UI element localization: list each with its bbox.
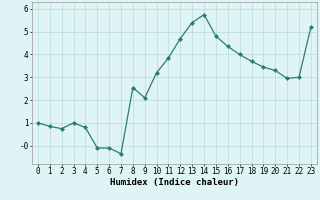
X-axis label: Humidex (Indice chaleur): Humidex (Indice chaleur) bbox=[110, 178, 239, 187]
